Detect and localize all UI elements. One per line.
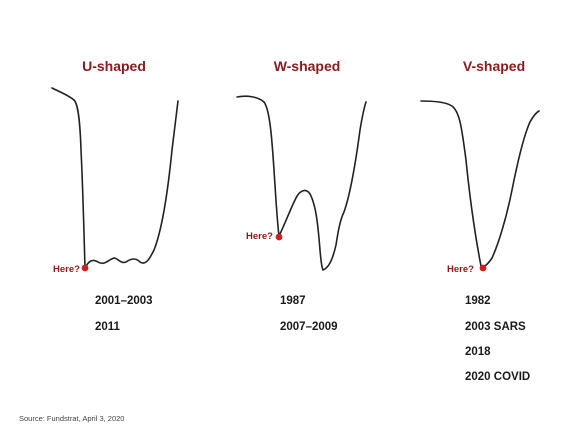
panel-title-u: U-shaped (82, 58, 146, 74)
example-u-1: 2011 (95, 321, 121, 333)
here-marker-w (275, 233, 283, 241)
v-shaped-curve (420, 100, 540, 268)
example-v-2: 2018 (465, 346, 491, 358)
panel-title-w: W-shaped (274, 58, 341, 74)
here-marker-u (81, 264, 89, 272)
example-v-1: 2003 SARS (465, 321, 526, 333)
example-v-0: 1982 (465, 295, 491, 307)
example-u-0: 2001–2003 (95, 295, 153, 307)
panel-w-shaped: W-shaped Here? 1987 2007–2009 (236, 58, 367, 333)
here-label-v: Here? (447, 264, 474, 275)
panel-u-shaped: U-shaped Here? 2001–2003 2011 (51, 58, 179, 333)
u-shaped-curve (51, 87, 179, 269)
w-shaped-curve (236, 95, 367, 271)
panel-v-shaped: V-shaped Here? 1982 2003 SARS 2018 2020 … (420, 58, 540, 383)
here-label-u: Here? (53, 264, 80, 275)
source-note: Source: Fundstrat, April 3, 2020 (19, 414, 124, 423)
panel-title-v: V-shaped (463, 58, 525, 74)
example-w-1: 2007–2009 (280, 321, 338, 333)
example-v-3: 2020 COVID (465, 371, 530, 383)
here-label-w: Here? (246, 231, 273, 242)
here-marker-v (479, 264, 487, 272)
example-w-0: 1987 (280, 295, 306, 307)
